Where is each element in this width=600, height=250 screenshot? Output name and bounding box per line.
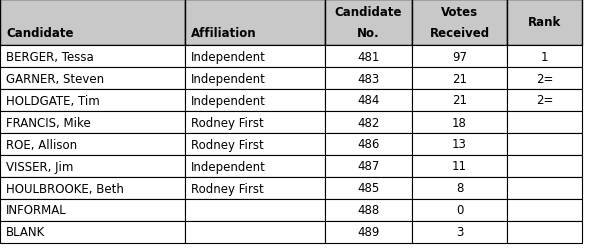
Bar [507, 46, 582, 68]
Bar [185, 0, 325, 46]
Bar [325, 156, 412, 177]
Text: 486: 486 [358, 138, 380, 151]
Bar [507, 199, 582, 221]
Bar [507, 0, 582, 46]
Bar [325, 134, 412, 156]
Text: 3: 3 [456, 226, 463, 238]
Bar [185, 177, 325, 199]
Bar [325, 199, 412, 221]
Bar [185, 68, 325, 90]
Bar [412, 112, 507, 134]
Text: INFORMAL: INFORMAL [6, 204, 67, 217]
Bar [0, 90, 185, 112]
Bar [412, 221, 507, 243]
Bar [0, 68, 185, 90]
Text: 21: 21 [452, 72, 467, 85]
Bar [325, 90, 412, 112]
Text: 481: 481 [358, 50, 380, 63]
Bar [185, 134, 325, 156]
Text: FRANCIS, Mike: FRANCIS, Mike [6, 116, 91, 129]
Bar [185, 46, 325, 68]
Bar [325, 112, 412, 134]
Bar [325, 68, 412, 90]
Bar [325, 177, 412, 199]
Bar [412, 68, 507, 90]
Bar [325, 221, 412, 243]
Text: Independent: Independent [191, 94, 266, 107]
Bar [185, 199, 325, 221]
Text: Independent: Independent [191, 72, 266, 85]
Bar [325, 46, 412, 68]
Bar [507, 134, 582, 156]
Text: HOLDGATE, Tim: HOLDGATE, Tim [6, 94, 100, 107]
Bar [0, 156, 185, 177]
Bar [412, 0, 507, 46]
Bar [507, 156, 582, 177]
Bar [185, 156, 325, 177]
Bar [185, 90, 325, 112]
Bar [185, 112, 325, 134]
Bar [412, 134, 507, 156]
Text: BERGER, Tessa: BERGER, Tessa [6, 50, 94, 63]
Text: Received: Received [430, 26, 490, 40]
Bar [412, 177, 507, 199]
Bar [412, 46, 507, 68]
Bar [0, 112, 185, 134]
Text: Candidate: Candidate [335, 6, 402, 19]
Bar [507, 68, 582, 90]
Text: 11: 11 [452, 160, 467, 173]
Text: Independent: Independent [191, 50, 266, 63]
Bar [0, 46, 185, 68]
Text: 18: 18 [452, 116, 467, 129]
Bar [185, 221, 325, 243]
Text: 2=: 2= [536, 72, 553, 85]
Text: 484: 484 [358, 94, 380, 107]
Text: HOULBROOKE, Beth: HOULBROOKE, Beth [6, 182, 124, 195]
Bar [507, 112, 582, 134]
Text: 0: 0 [456, 204, 463, 217]
Text: 482: 482 [358, 116, 380, 129]
Text: 489: 489 [358, 226, 380, 238]
Text: Votes: Votes [441, 6, 478, 19]
Text: 483: 483 [358, 72, 380, 85]
Text: 485: 485 [358, 182, 380, 195]
Bar [507, 177, 582, 199]
Bar [412, 199, 507, 221]
Text: Candidate: Candidate [6, 26, 74, 40]
Text: 488: 488 [358, 204, 380, 217]
Text: BLANK: BLANK [6, 226, 45, 238]
Text: ROE, Allison: ROE, Allison [6, 138, 77, 151]
Text: GARNER, Steven: GARNER, Steven [6, 72, 104, 85]
Bar [412, 90, 507, 112]
Text: Affiliation: Affiliation [191, 26, 257, 40]
Text: 21: 21 [452, 94, 467, 107]
Text: Rodney First: Rodney First [191, 138, 264, 151]
Bar [0, 0, 185, 46]
Text: 97: 97 [452, 50, 467, 63]
Bar [412, 156, 507, 177]
Bar [0, 134, 185, 156]
Bar [507, 221, 582, 243]
Bar [0, 199, 185, 221]
Text: Rank: Rank [528, 16, 561, 30]
Bar [325, 0, 412, 46]
Text: VISSER, Jim: VISSER, Jim [6, 160, 73, 173]
Text: Rodney First: Rodney First [191, 182, 264, 195]
Text: 13: 13 [452, 138, 467, 151]
Text: 2=: 2= [536, 94, 553, 107]
Bar [507, 90, 582, 112]
Text: 1: 1 [541, 50, 548, 63]
Text: 487: 487 [358, 160, 380, 173]
Bar [0, 177, 185, 199]
Bar [0, 221, 185, 243]
Text: Rodney First: Rodney First [191, 116, 264, 129]
Text: 8: 8 [456, 182, 463, 195]
Text: Independent: Independent [191, 160, 266, 173]
Text: No.: No. [357, 26, 380, 40]
